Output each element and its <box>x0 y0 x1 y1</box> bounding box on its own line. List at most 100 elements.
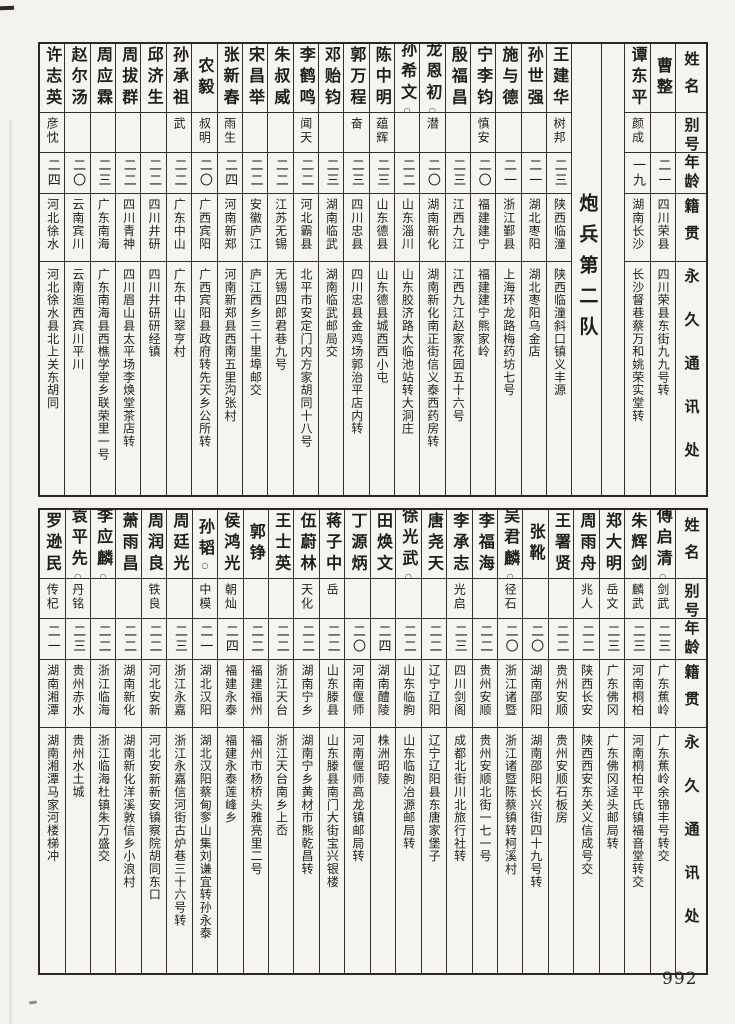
person-age-text: 二〇 <box>196 158 212 188</box>
person-name: 周廷光 <box>167 510 192 579</box>
footnote-marker: ○ <box>72 570 83 579</box>
person-name-text: 袁平先○ <box>68 510 88 579</box>
person-age: 二三 <box>65 619 90 660</box>
person-column: 孙承祖武二二 广东中山 广东中山翠亨村 <box>165 44 192 495</box>
person-age-text: 二二 <box>426 624 442 654</box>
person-native-place-text: 广东中山 <box>172 198 187 251</box>
header-column: 姓名 别号 年龄 籍贯 永久通讯处 <box>675 510 706 973</box>
person-name: 徐光武○ <box>396 510 421 579</box>
person-native-place-text: 福建永泰 <box>223 664 238 717</box>
person-alias <box>90 113 116 153</box>
person-alias <box>141 113 166 153</box>
person-name-text: 邱济生 <box>144 46 164 110</box>
person-name: 伍蔚林 <box>294 510 319 579</box>
person-address: 浙江天台南乡上岙 <box>269 728 293 973</box>
person-native-place: 广东中山 <box>166 194 192 262</box>
person-native-place-text: 广西宾阳 <box>197 198 212 251</box>
person-address: 广西宾阳县政府转先天乡公所转 <box>192 262 216 495</box>
person-native-place: 湖北汉阳 <box>192 660 218 728</box>
person-alias <box>242 113 268 153</box>
person-name-text: 田焕文 <box>373 512 393 576</box>
person-address-text: 株洲昭陵 <box>376 734 391 786</box>
person-age: 二三 <box>167 619 192 660</box>
person-age-text: 二三 <box>323 158 339 188</box>
person-native-place-text: 山东临朐 <box>401 664 416 717</box>
header-age-label-cell: 年龄 <box>676 619 706 660</box>
person-column: 袁平先○ 丹铭 二三 贵州赤水 贵州水土城 <box>64 510 90 973</box>
person-alias-text: 颜成 <box>630 117 645 146</box>
person-address: 贵州水土城 <box>66 728 90 973</box>
person-address: 株洲昭陵 <box>371 728 395 973</box>
person-column: 王士英 二二 浙江天台 浙江天台南乡上岙 <box>268 510 294 973</box>
person-column: 宋昌举 二二 安徽庐江 庐江西乡三十里埠邮交 <box>241 44 268 495</box>
person-column: 赵尔汤 二〇 云南宾川 云南迤西宾川平川 <box>64 44 90 495</box>
person-address-text: 湖南湘潭马家河楼梯冲 <box>45 734 60 863</box>
header-alias-label-cell: 别号 <box>676 113 706 153</box>
person-address: 四川荣县东街九九号转 <box>651 262 675 495</box>
person-age-text: 二三 <box>655 624 671 654</box>
person-native-place: 山东淄川 <box>394 194 420 262</box>
person-age: 二四 <box>218 619 243 660</box>
person-name: 朱叔威 <box>268 44 293 113</box>
person-address-text: 福建建宁熊家岭 <box>476 268 491 358</box>
person-address-text: 陕西西安东关义信成号交 <box>579 734 594 876</box>
person-age-text: 二二 <box>247 158 263 188</box>
person-age: 二三 <box>445 153 470 194</box>
person-age-text: 二二 <box>121 624 137 654</box>
person-native-place: 浙江永嘉 <box>167 660 192 728</box>
person-alias-text: 闻天 <box>298 117 313 146</box>
person-native-place: 福建永泰 <box>218 660 243 728</box>
person-column: 殷福昌 二三 江西九江 江西九江赵家花园五十六号 <box>444 44 470 495</box>
person-native-place: 山东临朐 <box>396 660 421 728</box>
person-age: 二三 <box>599 619 625 660</box>
person-column: 吴君麟○ 径石 二〇 浙江诸暨 浙江诸暨陈蔡镇转柯溪村 <box>496 510 523 973</box>
person-name-text: 赵尔汤 <box>68 46 88 110</box>
person-native-place: 贵州安顺 <box>472 660 497 728</box>
person-alias: 中模 <box>192 579 218 619</box>
person-column: 王建华 树邦 二三 陕西临潼 陕西临潼斜口镇义丰源 <box>545 44 572 495</box>
person-name: 田焕文 <box>370 510 396 579</box>
person-name: 李应麟○ <box>90 510 116 579</box>
person-column: 谭东平 颜成 一九 湖南长沙 长沙督巷蔡万和姚荣实堂转 <box>624 44 650 495</box>
person-alias: 传杞 <box>40 579 65 619</box>
person-name-text: 殷福昌 <box>448 46 468 110</box>
person-alias-text: 丹铭 <box>70 583 85 612</box>
person-name-text: 郑大明 <box>602 512 622 576</box>
person-native-place: 广西宾阳 <box>192 194 217 262</box>
person-address: 湖南新化南正街信义泰西药房转 <box>420 262 444 495</box>
person-column: 陈中明 蕴辉 二三 山东德县 山东德县城西西小屯 <box>368 44 394 495</box>
person-name-text: 孙希文○ <box>398 44 418 113</box>
person-age: 二二 <box>394 153 420 194</box>
person-name: 农毅 <box>192 44 217 113</box>
person-name-text: 傅启清○ <box>653 510 673 579</box>
person-native-place-text: 湖北汉阳 <box>198 664 213 717</box>
header-address-label: 永久通讯处 <box>682 268 701 486</box>
person-native-place: 湖南湘潭 <box>40 660 65 728</box>
person-address: 河南新郑县西南五里沟张村 <box>218 262 242 495</box>
person-age-text: 二〇 <box>350 624 366 654</box>
person-alias: 兆人 <box>574 579 599 619</box>
person-alias-text: 蕴辉 <box>374 117 389 146</box>
person-address-text: 河南偃师高龙镇邮局转 <box>350 734 365 863</box>
person-name-text: 宁李钧 <box>474 46 494 110</box>
person-name: 袁平先○ <box>65 510 90 579</box>
person-name: 萧雨昌 <box>116 510 141 579</box>
person-native-place-text: 山东淄川 <box>400 198 415 251</box>
person-address: 无锡四郎君巷九号 <box>268 262 292 495</box>
person-name-text: 罗逊民 <box>43 512 63 576</box>
person-age: 二二 <box>396 619 421 660</box>
person-address-text: 广东蕉岭余锦丰号转交 <box>656 734 671 863</box>
person-alias-text: 剑武 <box>655 583 670 612</box>
person-native-place: 陕西临潼 <box>546 194 572 262</box>
person-age: 二二 <box>268 153 293 194</box>
person-address: 湖南临武邮局交 <box>319 262 343 495</box>
person-address: 湖北枣阳乌金店 <box>522 262 546 495</box>
person-age: 二一 <box>496 153 521 194</box>
person-name-text: 郭万程 <box>347 46 367 110</box>
person-age-text: 二〇 <box>424 158 440 188</box>
person-address: 广东中山翠亨村 <box>167 262 191 495</box>
person-name-text: 李鹤鸣 <box>296 46 316 110</box>
person-native-place-text: 河南新郑 <box>222 198 237 251</box>
person-alias <box>243 579 268 619</box>
person-column: 李应麟○ 二二 浙江临海 浙江临海杜镇朱万盛交 <box>89 510 116 973</box>
